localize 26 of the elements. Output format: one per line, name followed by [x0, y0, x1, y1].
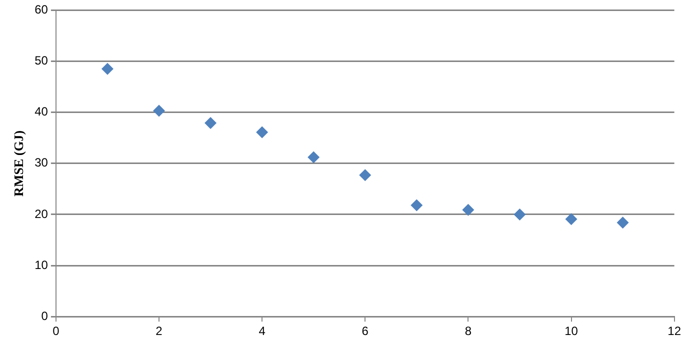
point [308, 151, 320, 164]
y-tick-label: 20 [34, 206, 48, 221]
x-tick-label: 6 [362, 324, 369, 338]
x-tick-label: 0 [52, 324, 60, 338]
y-tick-label: 30 [34, 156, 48, 170]
point [410, 199, 423, 212]
point [565, 213, 578, 226]
x-tick-label: 2 [156, 324, 163, 338]
point [616, 216, 629, 229]
y-tick-label: 60 [34, 2, 48, 17]
x-tick-label: 12 [668, 324, 682, 338]
point [256, 126, 268, 138]
point [359, 169, 372, 182]
point [462, 204, 474, 216]
point [204, 117, 217, 130]
x-tick-label: 8 [464, 324, 472, 338]
x-tick-label: 10 [564, 324, 578, 338]
y-tick-label: 40 [34, 104, 48, 119]
y-tick-label: 10 [34, 258, 48, 272]
point [101, 62, 114, 75]
point [514, 208, 526, 220]
y-tick-label: 50 [34, 54, 48, 68]
point [153, 104, 166, 117]
x-tick-label: 4 [258, 324, 266, 338]
y-axis-title: RMSE (GJ) [11, 130, 26, 196]
y-tick-label: 0 [41, 308, 48, 323]
